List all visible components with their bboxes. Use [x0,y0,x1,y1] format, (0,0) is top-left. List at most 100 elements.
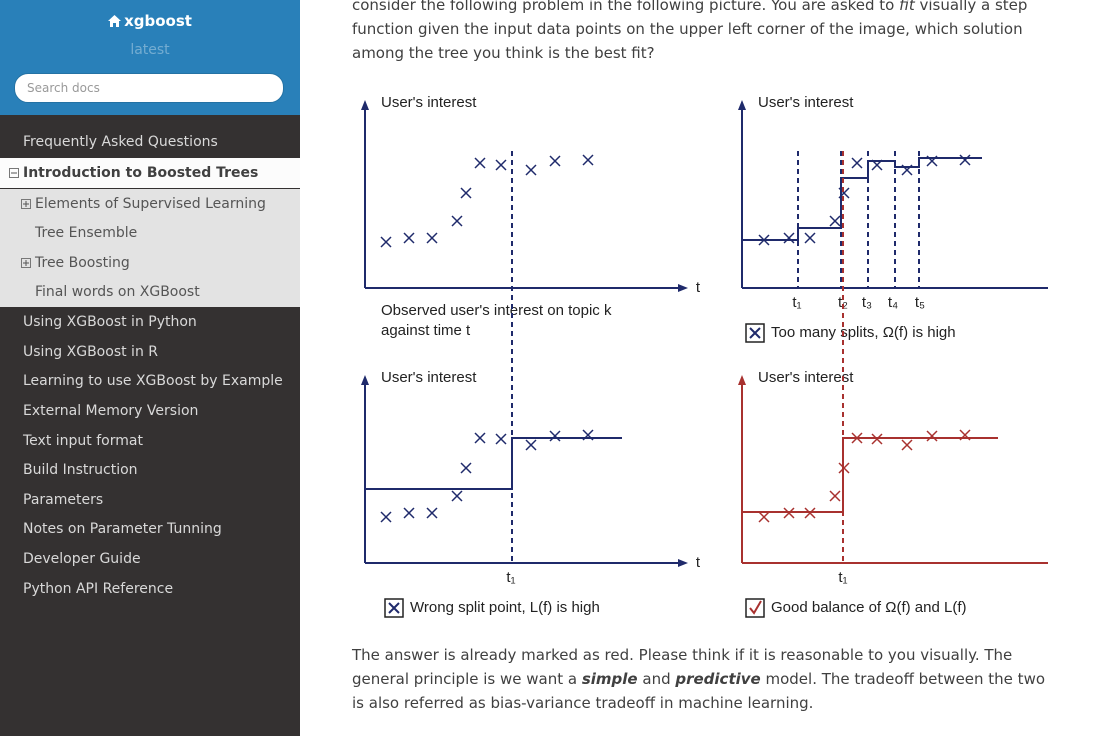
split-tick-label: t₄ [888,294,898,311]
split-tick-label: t₃ [862,294,872,311]
brand-link[interactable]: xgboost [0,12,300,30]
nav-item[interactable]: Parameters [0,485,300,515]
y-arrow [361,375,369,385]
sidebar: xgboost latest Search docs Frequently As… [0,0,300,736]
figure-background [352,91,1048,619]
toggle-icon[interactable] [21,199,31,209]
nav-label: Final words on XGBoost [35,284,200,300]
nav-item[interactable]: Using XGBoost in Python [0,307,300,337]
split-tick-label: t₁ [792,294,801,311]
caption: Observed user's interest on topic k [381,302,612,319]
data-point [959,429,971,441]
data-point [474,432,486,444]
nav-item[interactable]: External Memory Version [0,396,300,426]
toggle-icon[interactable] [9,168,19,178]
data-point [783,507,795,519]
nav-item[interactable]: Developer Guide [0,544,300,574]
nav-item[interactable]: Tree Boosting [0,248,300,278]
data-point [549,155,561,167]
nav-item[interactable]: Final words on XGBoost [0,277,300,307]
nav-label: Frequently Asked Questions [23,134,218,150]
x-arrow [678,284,688,292]
y-arrow [738,100,746,110]
nav-label: Build Instruction [23,462,138,478]
home-icon [108,15,122,27]
nav-item[interactable]: Introduction to Boosted Trees [0,158,300,188]
nav-item[interactable]: Frequently Asked Questions [0,127,300,157]
text: consider the following problem in the fo… [352,0,900,14]
sidebar-header: xgboost latest Search docs [0,0,300,115]
data-point [804,232,816,244]
brand-text: xgboost [124,12,192,30]
data-point [783,232,795,244]
data-point [871,159,883,171]
data-point [758,234,770,246]
nav-label: Elements of Supervised Learning [35,196,266,212]
data-point [851,432,863,444]
y-arrow [361,100,369,110]
data-point [403,507,415,519]
data-point [838,462,850,474]
data-point [451,215,463,227]
data-point [460,187,472,199]
nav-item[interactable]: Using XGBoost in R [0,337,300,367]
nav-item[interactable]: Tree Ensemble [0,218,300,248]
nav-item[interactable]: Python API Reference [0,574,300,604]
checkbox [745,323,765,343]
split-tick-label: t₂ [838,294,848,311]
data-point [901,164,913,176]
checkbox-x [388,602,400,614]
emphasis: fit [899,0,915,14]
data-point [525,439,537,451]
y-axis-label: User's interest [758,369,854,386]
nav-label: Parameters [23,492,104,508]
text: visually a step function given the input… [352,0,1028,62]
checkbox [745,598,765,618]
checkbox-x [749,327,761,339]
data-point [380,236,392,248]
y-arrow [738,375,746,385]
nav-item[interactable]: Learning to use XGBoost by Example [0,366,300,396]
checkbox-check [749,600,762,615]
nav-label: Tree Ensemble [35,225,138,241]
nav-item[interactable]: Text input format [0,426,300,456]
emphasis: simple [581,670,638,688]
y-axis-label: User's interest [758,94,854,111]
intro-paragraph: consider the following problem in the fo… [352,0,1052,65]
data-point [380,511,392,523]
split-tick-label: t₁ [506,569,515,586]
data-point [829,215,841,227]
nav-label: Python API Reference [23,581,174,597]
data-point [838,187,850,199]
data-point [901,439,913,451]
text: model. The tradeoff between the two is a… [352,670,1046,712]
x-axis-label: t [696,279,701,296]
text: and [637,670,676,688]
data-point [871,433,883,445]
version: latest [130,42,170,58]
data-point [474,157,486,169]
nav-item[interactable]: Elements of Supervised Learning [0,189,300,219]
caption: Wrong split point, L(f) is high [410,599,600,616]
nav-label: Text input format [23,433,143,449]
toggle-icon[interactable] [21,258,31,268]
checkbox [384,598,404,618]
data-point [549,430,561,442]
x-axis-label: t [696,554,701,571]
nav-label: Developer Guide [23,551,141,567]
nav-item[interactable]: Build Instruction [0,455,300,485]
search-input[interactable]: Search docs [14,73,284,103]
data-point [451,490,463,502]
nav-label: Using XGBoost in Python [23,314,197,330]
caption: Too many splits, Ω(f) is high [771,324,956,341]
data-point [426,232,438,244]
nav-label: External Memory Version [23,403,199,419]
data-point [460,462,472,474]
nav-item[interactable]: Notes on Parameter Tunning [0,514,300,544]
nav-label: Learning to use XGBoost by Example [23,373,283,389]
nav-label: Tree Boosting [35,255,130,271]
data-point [495,159,507,171]
text: The answer is already marked as red. Ple… [352,646,1013,688]
split-tick-label: t₁ [838,569,847,586]
